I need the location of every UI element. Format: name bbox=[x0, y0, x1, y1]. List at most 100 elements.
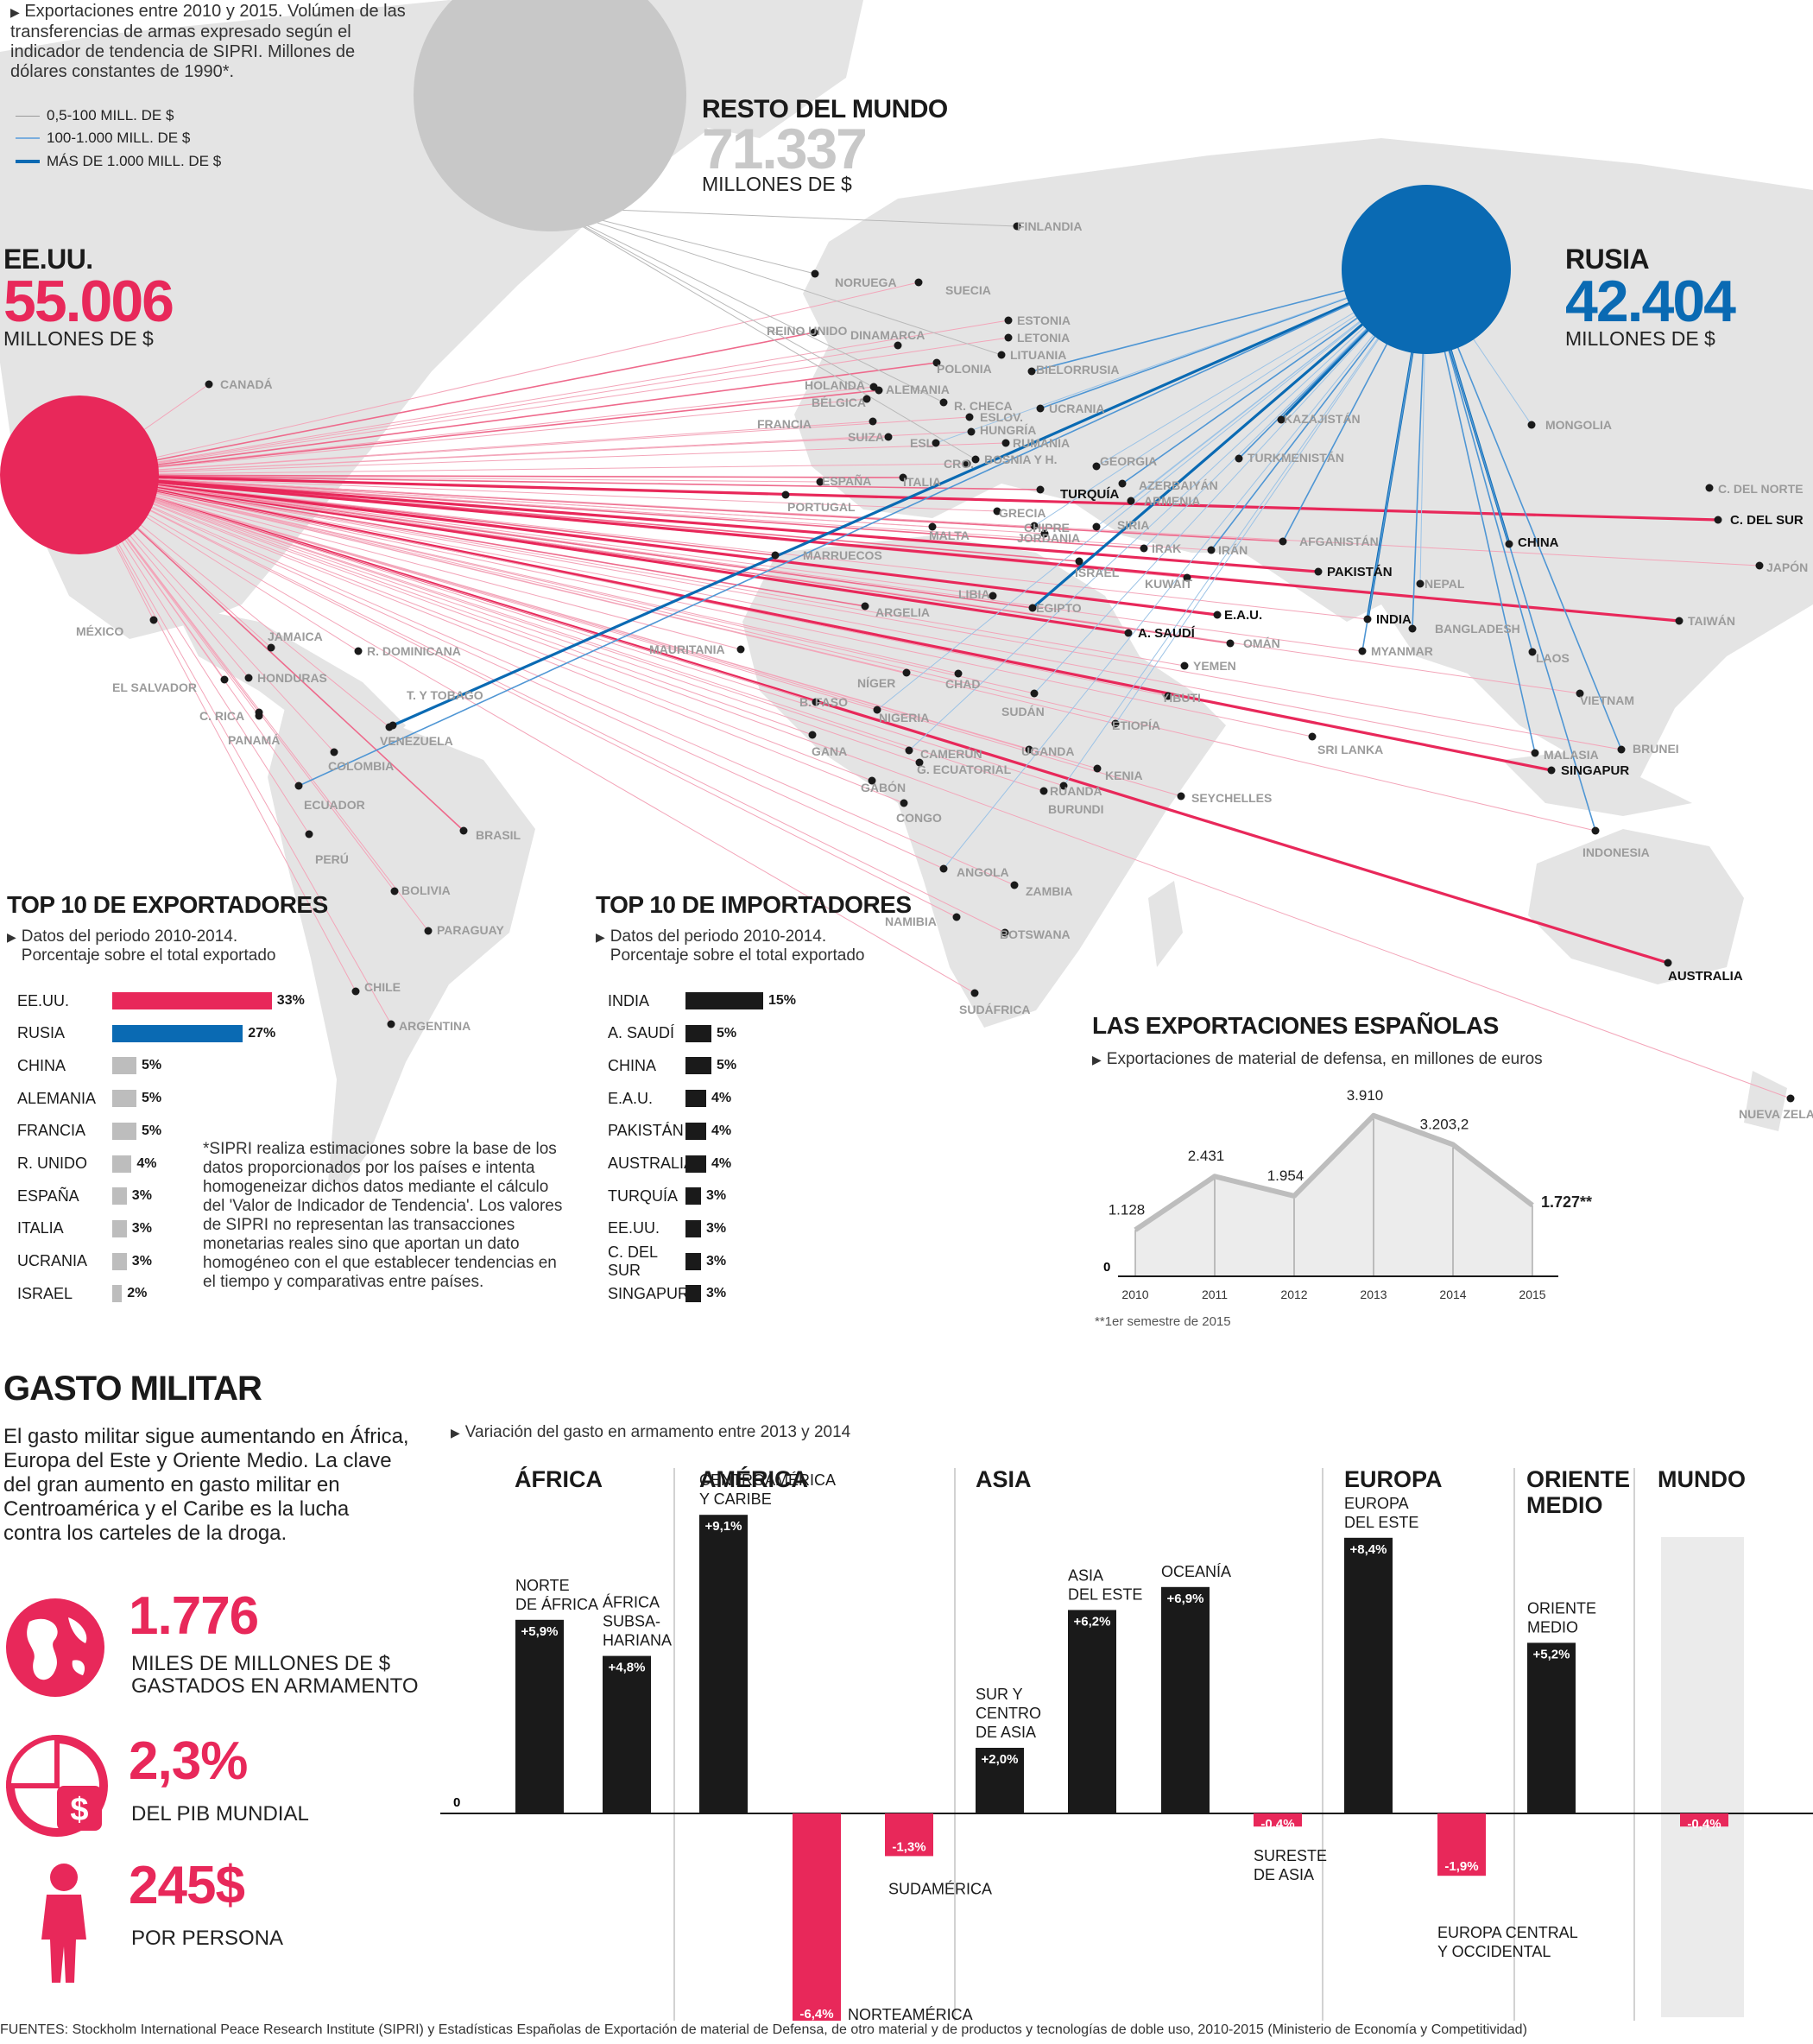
bar-value-label: -1,9% bbox=[1444, 1859, 1478, 1874]
bar-row-francia: FRANCIA 5% bbox=[7, 1122, 161, 1141]
bar-category-label: SUDAMÉRICA bbox=[888, 1880, 992, 1897]
bar bbox=[685, 1187, 701, 1206]
dot-afganistan bbox=[1279, 537, 1287, 546]
bar bbox=[685, 1285, 701, 1303]
map-label-esl: ESL bbox=[910, 436, 934, 450]
flow-line-rumania bbox=[79, 442, 1007, 476]
flow-line-esl bbox=[935, 269, 1427, 444]
flow-line-venezuela bbox=[392, 268, 1427, 727]
flow-line-brunei bbox=[1425, 269, 1622, 750]
dot-turkmenistan bbox=[1235, 454, 1243, 463]
map-label-e-a-u: E.A.U. bbox=[1224, 608, 1262, 623]
top-importers-title: TOP 10 DE IMPORTADORES bbox=[596, 891, 912, 918]
flow-line-suecia bbox=[79, 282, 919, 476]
dot-colombia bbox=[330, 748, 338, 756]
bar-value-label: -0,4% bbox=[1260, 1817, 1294, 1832]
dot-indonesia bbox=[1591, 826, 1600, 835]
map-label-namibia: NAMIBIA bbox=[885, 914, 937, 928]
flow-line-sri-lanka bbox=[79, 474, 1313, 737]
value-label: 1.954 bbox=[1267, 1168, 1304, 1184]
stat-person-value: 245$ bbox=[129, 1856, 245, 1915]
top-importers-subtitle-text: Datos del periodo 2010-2014. Porcentaje … bbox=[610, 927, 865, 965]
x-tick-label: 2011 bbox=[1202, 1288, 1228, 1301]
bar-row-israel: ISRAEL 2% bbox=[7, 1284, 147, 1303]
bar-value-label: -0,4% bbox=[1687, 1817, 1721, 1832]
bar bbox=[685, 1122, 706, 1140]
flow-line-etiopia bbox=[79, 474, 1116, 725]
map-label-polonia: POLONIA bbox=[937, 362, 992, 376]
map-label-brasil: BRASIL bbox=[476, 828, 521, 842]
spanish-exports-footnote: **1er semestre de 2015 bbox=[1095, 1314, 1231, 1329]
flow-line-turquia bbox=[79, 474, 1041, 490]
bar-label: EE.UU. bbox=[17, 991, 70, 1009]
legend-item-label: MÁS DE 1.000 MILL. DE $ bbox=[47, 153, 222, 169]
flow-line-chile bbox=[79, 474, 357, 992]
group-header-oriente-medio: MEDIO bbox=[1526, 1492, 1603, 1518]
map-label-lituania: LITUANIA bbox=[1010, 348, 1066, 362]
map-label-reino-unido: REINO UNIDO bbox=[767, 324, 847, 338]
top-exporters-subtitle: ▶ Datos del periodo 2010-2014. Porcentaj… bbox=[7, 927, 283, 965]
bar-row-alemania: ALEMANIA 5% bbox=[7, 1089, 161, 1108]
map-label-japon: JAPÓN bbox=[1766, 560, 1808, 574]
bar-row-c-del-sur: C. DEL SUR 3% bbox=[608, 1243, 726, 1279]
map-label-turquia: TURQUÍA bbox=[1060, 487, 1119, 502]
rest-exporter: RESTO DEL MUNDO 71.337 MILLONES DE $ bbox=[702, 95, 948, 196]
flow-line-c-del-sur bbox=[79, 473, 1719, 522]
dot-sudan bbox=[1030, 689, 1039, 698]
map-label-francia: FRANCIA bbox=[757, 417, 812, 431]
bar-centroamerica-y-caribe bbox=[699, 1515, 748, 1813]
stat-spend-caption: MILES DE MILLONES DE $ GASTADOS EN ARMAM… bbox=[131, 1652, 419, 1698]
map-label-eslov: ESLOV. bbox=[980, 410, 1023, 424]
australia-shape bbox=[1528, 829, 1744, 984]
bar-value: 5% bbox=[717, 1025, 737, 1041]
map-label-dinamarca: DINAMARCA bbox=[850, 328, 925, 342]
dot-israel bbox=[1075, 557, 1083, 566]
map-label-etiopia: ETIOPÍA bbox=[1112, 718, 1160, 732]
map-label-el-salvador: EL SALVADOR bbox=[112, 680, 197, 694]
dot-turquia bbox=[1036, 485, 1045, 494]
value-label: 3.203,2 bbox=[1420, 1116, 1469, 1132]
flow-line-ecuador bbox=[298, 269, 1427, 787]
map-label-jamaica: JAMAICA bbox=[268, 630, 323, 643]
bar-category-label: ÁFRICA bbox=[603, 1594, 660, 1611]
map-label-israel: ISRAEL bbox=[1075, 566, 1120, 579]
flow-line-seychelles bbox=[79, 474, 1182, 797]
map-label-zambia: ZAMBIA bbox=[1026, 884, 1072, 898]
bar bbox=[685, 1090, 706, 1108]
dot-zambia bbox=[1010, 881, 1019, 889]
dot-singapur bbox=[1547, 766, 1556, 775]
map-label-g-ecuatorial: G. ECUATORIAL bbox=[917, 763, 1012, 776]
us-exporter: EE.UU. 55.006 MILLONES DE $ bbox=[3, 244, 174, 351]
flow-line-polonia bbox=[79, 362, 938, 476]
dot-bosnia-y-h bbox=[971, 455, 980, 464]
area-line bbox=[1134, 1112, 1534, 1232]
bar-category-label: DEL ESTE bbox=[1344, 1514, 1418, 1531]
flow-line-egipto bbox=[1031, 268, 1428, 610]
flow-line-camerun bbox=[79, 474, 910, 751]
bar-label: ESPAÑA bbox=[17, 1187, 79, 1205]
medium-line-icon bbox=[16, 137, 40, 139]
map-label-c-del-sur: C. DEL SUR bbox=[1730, 513, 1804, 528]
bar-category-label: EUROPA bbox=[1344, 1495, 1409, 1512]
flow-line-iran bbox=[79, 474, 1212, 551]
rest-bubble bbox=[414, 0, 686, 231]
map-label-venezuela: VENEZUELA bbox=[380, 734, 453, 748]
bar-category-label: SUBSA- bbox=[603, 1613, 660, 1630]
dot-brasil bbox=[459, 826, 468, 835]
dot-c-del-sur bbox=[1714, 516, 1722, 524]
map-label-vietnam: VIETNAM bbox=[1580, 693, 1634, 707]
bar-label: SINGAPUR bbox=[608, 1284, 690, 1302]
flow-line-e-a-u bbox=[79, 473, 1218, 617]
triangle-marker-icon: ▶ bbox=[7, 930, 16, 944]
dot-bangladesh bbox=[1408, 624, 1417, 633]
dot-namibia bbox=[952, 913, 961, 921]
flow-line-kenia bbox=[79, 474, 1098, 769]
dot-mauritania bbox=[736, 645, 745, 654]
spanish-exports-chart: 0 2010 1.128 2011 2.431 2012 1.954 2013 3.910 201… bbox=[1103, 1087, 1592, 1301]
dot-nigeria bbox=[873, 706, 881, 714]
bar-category-label: HARIANA bbox=[603, 1632, 672, 1649]
dot-marruecos bbox=[771, 551, 780, 560]
flow-line-hungria bbox=[79, 431, 972, 476]
gasto-title: GASTO MILITAR bbox=[3, 1370, 262, 1408]
